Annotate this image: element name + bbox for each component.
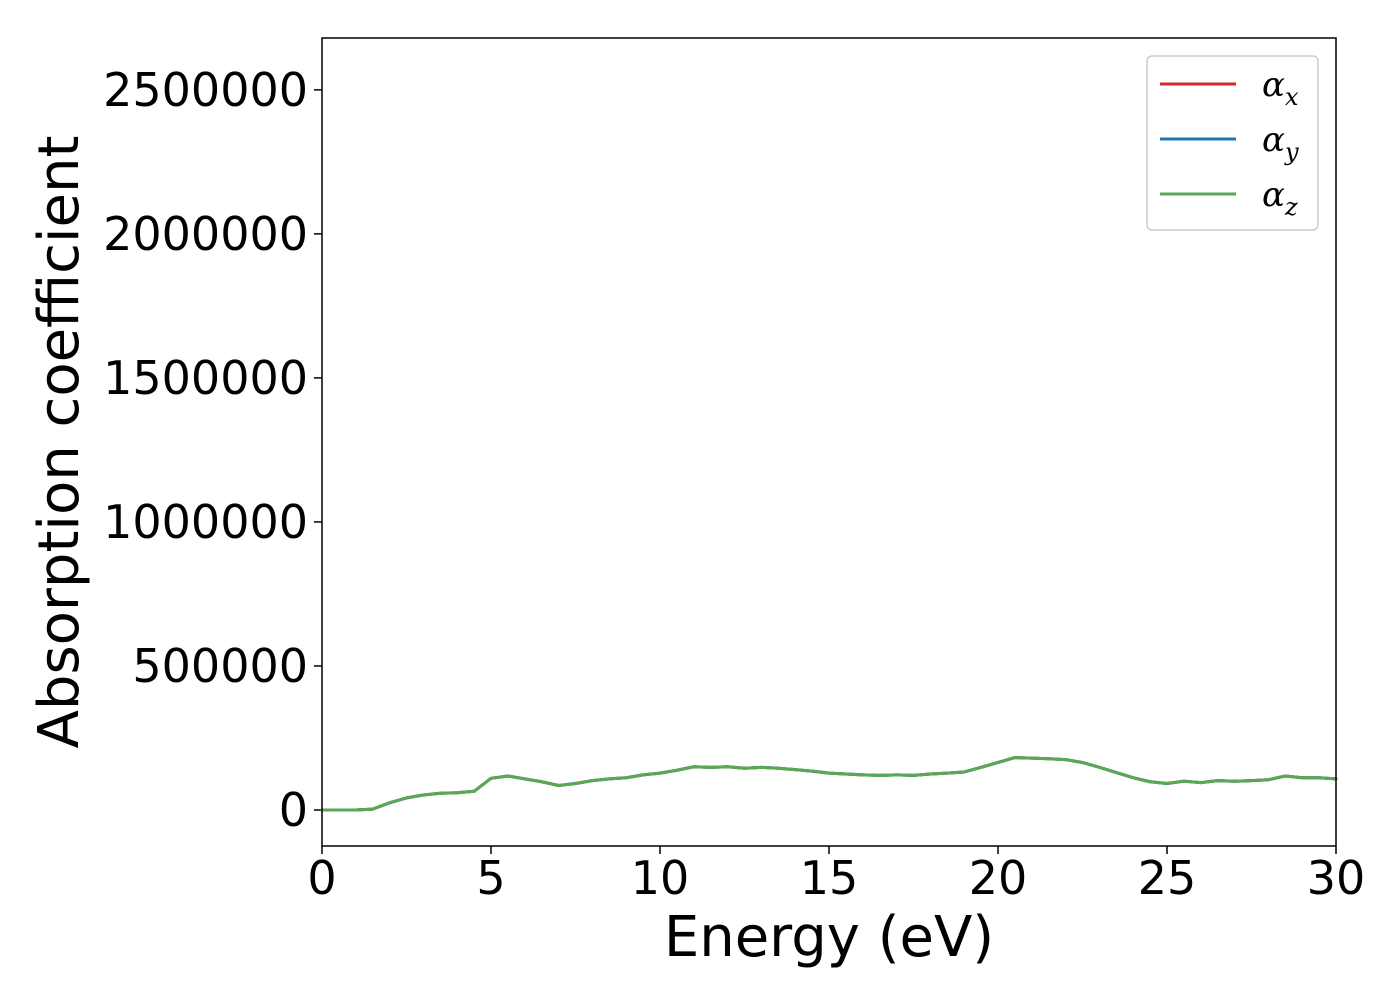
y-axis-label: Absorption coefficient	[27, 136, 92, 749]
x-tick-label: 25	[1138, 851, 1197, 905]
x-tick-label: 20	[969, 851, 1028, 905]
y-tick-label: 2500000	[103, 63, 308, 117]
x-tick-label: 30	[1307, 851, 1366, 905]
plot-frame	[321, 37, 1337, 847]
x-tick-label: 10	[631, 851, 690, 905]
series-layer	[320, 756, 1338, 812]
x-axis-ticks: 0 5 10 15 20 25 30	[307, 846, 1365, 905]
x-tick-label: 5	[476, 851, 505, 905]
y-tick-label: 1000000	[103, 495, 308, 549]
y-tick-label: 500000	[132, 639, 308, 693]
legend-label-subscript: x	[1285, 83, 1299, 111]
legend-label-symbol: α	[1262, 120, 1285, 160]
y-tick-label: 1500000	[103, 351, 308, 405]
y-tick-label: 0	[279, 783, 308, 837]
legend-label-subscript: z	[1284, 193, 1298, 221]
y-axis-ticks: 0 500000 1000000 1500000 2000000 2500000	[103, 63, 322, 837]
y-tick-label: 2000000	[103, 207, 308, 261]
legend-label-x: αx	[1262, 65, 1299, 111]
legend-label-z: αz	[1262, 175, 1298, 221]
series-line-z	[320, 756, 1338, 812]
legend-label-symbol: α	[1262, 175, 1285, 215]
x-tick-label: 0	[307, 851, 336, 905]
legend-label-y: αy	[1262, 120, 1299, 166]
x-tick-label: 15	[800, 851, 859, 905]
legend-label-symbol: α	[1262, 65, 1285, 105]
legend-label-subscript: y	[1284, 138, 1299, 166]
legend-box	[1146, 55, 1319, 231]
x-axis-label: Energy (eV)	[664, 905, 994, 970]
